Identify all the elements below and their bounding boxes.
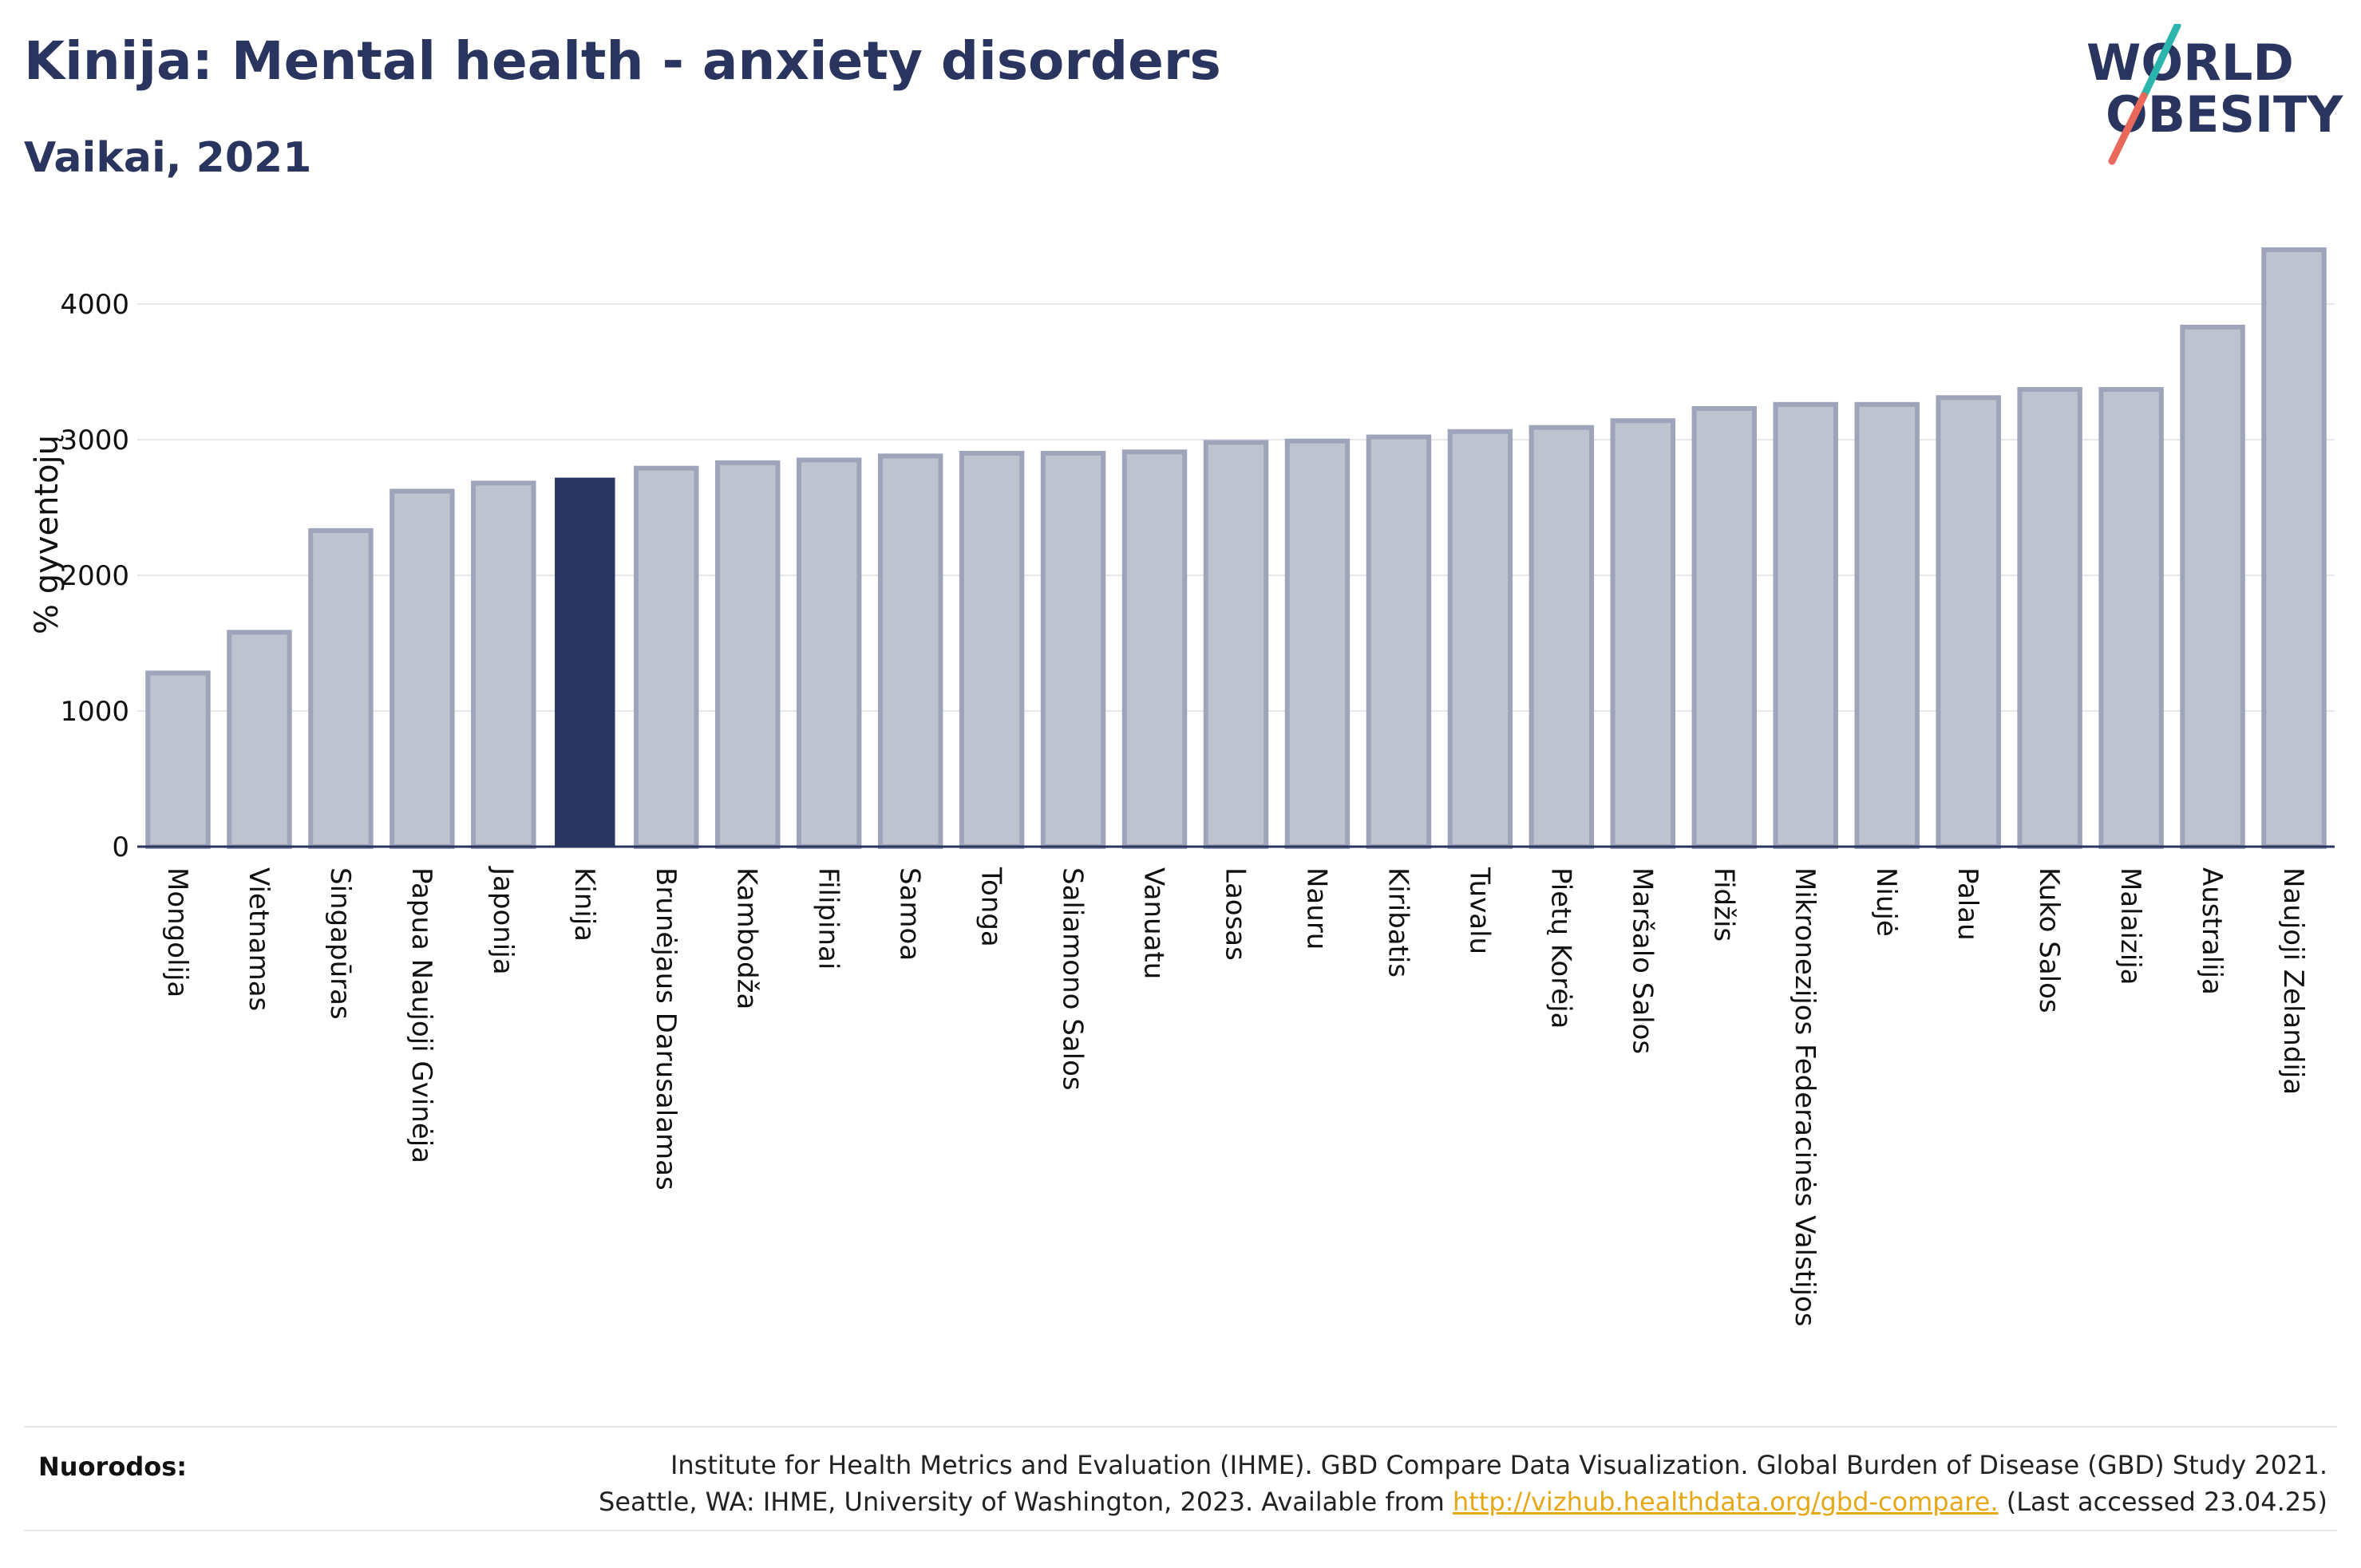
x-tick-label: Vietnamas bbox=[243, 867, 275, 1011]
x-tick-label: Palau bbox=[1952, 867, 1983, 941]
x-tick-label: Japonija bbox=[487, 866, 519, 975]
bar bbox=[1854, 401, 1920, 849]
x-tick-label: Pietų Korėja bbox=[1544, 867, 1576, 1029]
x-tick-label: Tuvalu bbox=[1463, 867, 1495, 954]
y-tick-label: 0 bbox=[112, 831, 129, 863]
references-text: Institute for Health Metrics and Evaluat… bbox=[599, 1447, 2327, 1520]
x-tick-label: Niujė bbox=[1870, 867, 1902, 937]
bar bbox=[1529, 425, 1595, 849]
logo-slash-top bbox=[2140, 24, 2181, 100]
bar bbox=[1773, 401, 1838, 849]
bar bbox=[1284, 438, 1351, 849]
x-tick-label: Laosas bbox=[1220, 867, 1252, 961]
x-tick-label: Samoa bbox=[894, 867, 926, 961]
bar bbox=[959, 451, 1025, 849]
references-footer: Nuorodos: Institute for Health Metrics a… bbox=[24, 1426, 2337, 1531]
y-tick-label: 3000 bbox=[60, 425, 129, 456]
x-tick-label: Singapūras bbox=[324, 867, 356, 1020]
bar bbox=[1366, 434, 1432, 849]
chart-subtitle: Vaikai, 2021 bbox=[24, 134, 312, 182]
bar bbox=[390, 488, 455, 849]
y-axis-title: % gyventojų bbox=[29, 435, 65, 634]
x-tick-label: Kuko Salos bbox=[2033, 867, 2065, 1013]
chart-title: Kinija: Mental health - anxiety disorder… bbox=[24, 30, 1221, 92]
reference-link[interactable]: http://vizhub.healthdata.org/gbd-compare… bbox=[1452, 1487, 1999, 1517]
x-tick-label: Kinija bbox=[568, 867, 600, 942]
bars bbox=[145, 247, 2327, 850]
bar bbox=[1610, 418, 1676, 849]
bar-chart: 0 1000 2000 3000 4000 Mongolija Vietnamas Sing… bbox=[29, 247, 2335, 1326]
bar bbox=[1447, 429, 1513, 849]
bar bbox=[1040, 451, 1106, 849]
x-tick-label: Tonga bbox=[975, 867, 1007, 947]
bar bbox=[796, 457, 862, 849]
x-tick-label: Australija bbox=[2196, 867, 2228, 995]
x-tick-label: Mongolija bbox=[161, 867, 193, 997]
x-tick-label: Malaizija bbox=[2114, 867, 2146, 985]
x-tick-label: Kiribatis bbox=[1382, 867, 1414, 978]
x-tick-label: Maršalo Salos bbox=[1626, 867, 1658, 1054]
bar bbox=[308, 527, 374, 850]
bar bbox=[145, 670, 211, 850]
reference-line-2-suffix: (Last accessed 23.04.25) bbox=[1998, 1487, 2327, 1517]
bar bbox=[2261, 247, 2327, 849]
y-tick-label: 1000 bbox=[60, 696, 129, 728]
axes: 0 1000 2000 3000 4000 bbox=[60, 289, 2335, 863]
logo-word-world: WORLD bbox=[2086, 34, 2294, 92]
bar bbox=[471, 480, 536, 850]
logo-slash-bottom bbox=[2108, 92, 2148, 165]
reference-line-2-prefix: Seattle, WA: IHME, University of Washing… bbox=[599, 1487, 1453, 1517]
bar-highlighted bbox=[555, 477, 615, 847]
bar bbox=[1203, 440, 1269, 850]
x-tick-label: Nauru bbox=[1300, 867, 1332, 950]
bar bbox=[227, 630, 292, 850]
x-tick-label: Vanuatu bbox=[1138, 867, 1170, 979]
category-labels: Mongolija Vietnamas Singapūras Papua Naujoj… bbox=[161, 866, 2309, 1326]
bar bbox=[2098, 387, 2164, 850]
y-tick-label: 2000 bbox=[60, 560, 129, 592]
x-tick-label: Filipinai bbox=[813, 867, 844, 970]
x-tick-label: Naujoji Zelandija bbox=[2277, 867, 2309, 1095]
bar bbox=[634, 465, 699, 849]
references-label: Nuorodos: bbox=[38, 1451, 188, 1482]
bar bbox=[2180, 324, 2245, 849]
x-tick-label: Papua Naujoji Gvinėja bbox=[405, 867, 437, 1163]
x-tick-label: Brunėjaus Darusalamas bbox=[650, 867, 682, 1191]
x-tick-label: Fidžis bbox=[1707, 867, 1739, 942]
bar bbox=[714, 460, 781, 850]
bar bbox=[1121, 449, 1188, 849]
bar bbox=[1691, 405, 1758, 849]
reference-line-1: Institute for Health Metrics and Evaluat… bbox=[670, 1450, 2327, 1480]
x-tick-label: Kambodža bbox=[731, 867, 763, 1009]
bar bbox=[1936, 395, 2001, 849]
world-obesity-logo: WORLD OBESITY bbox=[2086, 24, 2343, 165]
bar bbox=[877, 453, 943, 850]
x-tick-label: Saliamono Salos bbox=[1057, 867, 1089, 1091]
y-tick-label: 4000 bbox=[60, 289, 129, 321]
x-tick-label: Mikronezijos Federacinės Valstijos bbox=[1789, 867, 1821, 1326]
bar bbox=[2017, 387, 2082, 850]
